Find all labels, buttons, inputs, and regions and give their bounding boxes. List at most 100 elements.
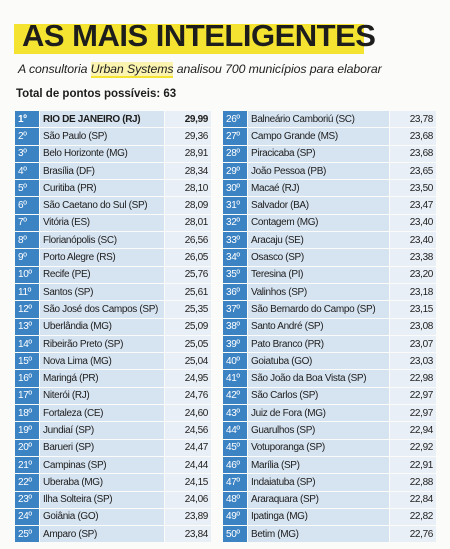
score: 28,01	[164, 213, 212, 233]
table-row: 17º Niterói (RJ) 24,76	[14, 386, 212, 406]
city: São Bernardo do Campo (SP)	[247, 300, 390, 319]
city: Santos (SP)	[39, 282, 165, 302]
table-row: 18º Fortaleza (CE) 24,60	[14, 404, 212, 423]
table-row: 8º Florianópolis (SC) 26,56	[14, 231, 212, 250]
score: 24,15	[164, 473, 212, 492]
rank: 41º	[222, 369, 248, 388]
city: Amparo (SP)	[39, 525, 165, 544]
rank: 9º	[14, 248, 40, 267]
table-row: 16º Maringá (PR) 24,95	[14, 369, 212, 388]
city: Balneário Camboriú (SC)	[247, 109, 390, 129]
rank: 26º	[222, 109, 248, 129]
table-row: 22º Uberaba (MG) 24,15	[14, 473, 212, 492]
table-row: 21º Campinas (SP) 24,44	[14, 455, 212, 475]
city: Florianópolis (SC)	[39, 231, 165, 250]
table-row: 49º Ipatinga (MG) 22,82	[222, 507, 437, 527]
table-row: 11º Santos (SP) 25,61	[14, 282, 212, 302]
city: São Carlos (SP)	[247, 386, 390, 406]
rank: 42º	[222, 386, 248, 406]
score: 22,92	[389, 438, 437, 457]
table-row: 10º Recife (PE) 25,76	[14, 265, 212, 284]
city: Recife (PE)	[39, 265, 165, 284]
city: Betim (MG)	[247, 525, 390, 544]
subtitle-text: analisou 700 municípios para elaborar	[176, 62, 382, 76]
rank: 3º	[14, 144, 40, 163]
score: 22,76	[389, 525, 437, 544]
rank: 32º	[222, 213, 248, 233]
table-row: 42º São Carlos (SP) 22,97	[222, 386, 437, 406]
rank: 38º	[222, 317, 248, 336]
table-row: 1º RIO DE JANEIRO (RJ) 29,99	[14, 109, 212, 129]
score: 23,38	[389, 248, 437, 267]
table-row: 4º Brasília (DF) 28,34	[14, 161, 212, 181]
city: São José dos Campos (SP)	[39, 300, 165, 319]
city: Teresina (PI)	[247, 265, 390, 284]
table-row: 27º Campo Grande (MS) 23,68	[222, 127, 437, 146]
rank: 35º	[222, 265, 248, 284]
score: 28,91	[164, 144, 212, 163]
table-row: 12º São José dos Campos (SP) 25,35	[14, 300, 212, 319]
table-row: 30º Macaé (RJ) 23,50	[222, 179, 437, 198]
rank: 2º	[14, 127, 40, 146]
city: Valinhos (SP)	[247, 282, 390, 302]
score: 23,08	[389, 317, 437, 336]
city: São João da Boa Vista (SP)	[247, 369, 390, 388]
subtitle-text: A consultoria	[18, 62, 88, 76]
rank: 20º	[14, 438, 40, 457]
city: RIO DE JANEIRO (RJ)	[39, 109, 165, 129]
table-row: 23º Ilha Solteira (SP) 24,06	[14, 490, 212, 509]
score: 22,88	[389, 473, 437, 492]
rank: 10º	[14, 265, 40, 284]
score: 26,05	[164, 248, 212, 267]
city: Porto Alegre (RS)	[39, 248, 165, 267]
table-row: 45º Votuporanga (SP) 22,92	[222, 438, 437, 457]
rank: 19º	[14, 421, 40, 440]
rank: 14º	[14, 334, 40, 354]
rank: 33º	[222, 231, 248, 250]
subtitle: A consultoria Urban Systems analisou 700…	[18, 62, 382, 78]
table-row: 40º Goiatuba (GO) 23,03	[222, 352, 437, 371]
subtitle-highlight: Urban Systems	[90, 62, 174, 78]
table-row: 29º João Pessoa (PB) 23,65	[222, 161, 437, 181]
rank: 37º	[222, 300, 248, 319]
city: Uberlândia (MG)	[39, 317, 165, 336]
rank: 15º	[14, 352, 40, 371]
rank: 13º	[14, 317, 40, 336]
title-block: AS MAIS INTELIGENTES	[14, 16, 434, 56]
score: 23,65	[389, 161, 437, 181]
score: 24,76	[164, 386, 212, 406]
table-row: 24º Goiânia (GO) 23,89	[14, 507, 212, 527]
rank: 31º	[222, 196, 248, 215]
rank: 18º	[14, 404, 40, 423]
city: Campo Grande (MS)	[247, 127, 390, 146]
score: 28,10	[164, 179, 212, 198]
city: Goiatuba (GO)	[247, 352, 390, 371]
score: 23,68	[389, 144, 437, 163]
table-row: 48º Araraquara (SP) 22,84	[222, 490, 437, 509]
table-row: 14º Ribeirão Preto (SP) 25,05	[14, 334, 212, 354]
table-row: 3º Belo Horizonte (MG) 28,91	[14, 144, 212, 163]
rank: 16º	[14, 369, 40, 388]
rank: 48º	[222, 490, 248, 509]
rank: 6º	[14, 196, 40, 215]
city: Marília (SP)	[247, 455, 390, 475]
city: Santo André (SP)	[247, 317, 390, 336]
table-row: 19º Jundiaí (SP) 24,56	[14, 421, 212, 440]
rank: 4º	[14, 161, 40, 181]
table-row: 36º Valinhos (SP) 23,18	[222, 282, 437, 302]
rank: 25º	[14, 525, 40, 544]
rank: 5º	[14, 179, 40, 198]
rank: 17º	[14, 386, 40, 406]
rank: 21º	[14, 455, 40, 475]
rank: 28º	[222, 144, 248, 163]
rank: 34º	[222, 248, 248, 267]
rank: 40º	[222, 352, 248, 371]
title: AS MAIS INTELIGENTES	[22, 18, 376, 53]
score: 23,18	[389, 282, 437, 302]
rank: 45º	[222, 438, 248, 457]
table-row: 5º Curitiba (PR) 28,10	[14, 179, 212, 198]
city: Araraquara (SP)	[247, 490, 390, 509]
score: 23,47	[389, 196, 437, 215]
rank: 7º	[14, 213, 40, 233]
